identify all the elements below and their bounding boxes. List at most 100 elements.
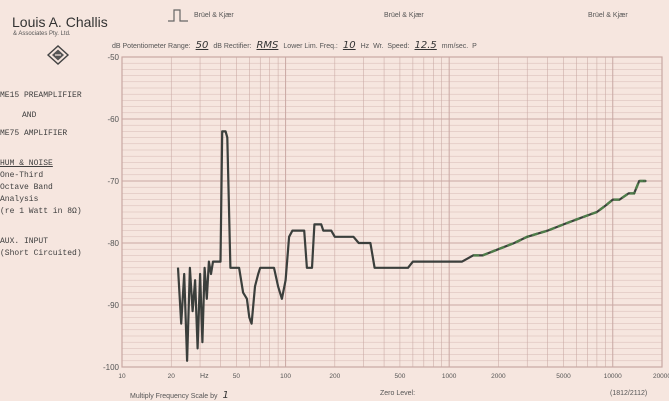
multiply-frequency-scale: Multiply Frequency Scale by 1 bbox=[130, 390, 234, 401]
data-point bbox=[294, 230, 297, 232]
data-point bbox=[322, 230, 324, 232]
data-point bbox=[399, 267, 401, 269]
data-point bbox=[242, 292, 244, 294]
data-point bbox=[214, 261, 216, 263]
data-point bbox=[481, 254, 484, 256]
data-point bbox=[277, 285, 279, 287]
brand-label-1: Brüel & Kjær bbox=[194, 12, 234, 19]
data-point bbox=[628, 192, 630, 194]
data-point bbox=[257, 273, 259, 275]
data-point bbox=[373, 267, 376, 269]
data-point bbox=[383, 267, 385, 269]
data-point bbox=[415, 261, 417, 263]
data-point bbox=[177, 267, 179, 269]
data-point bbox=[579, 217, 581, 219]
x-tick-label: 10 bbox=[118, 373, 126, 380]
company-logo-icon bbox=[46, 45, 70, 65]
data-point bbox=[212, 261, 214, 263]
wr-label: Wr. bbox=[373, 43, 384, 50]
data-point bbox=[194, 279, 196, 281]
data-point bbox=[291, 230, 293, 232]
data-point bbox=[358, 242, 360, 244]
data-point bbox=[210, 273, 212, 275]
data-point bbox=[316, 223, 318, 225]
x-axis-unit-label: Hz bbox=[200, 373, 209, 380]
y-tick-label: -70 bbox=[107, 177, 119, 186]
data-point bbox=[201, 341, 203, 343]
x-tick-label: 2000 bbox=[491, 373, 506, 380]
data-point bbox=[248, 316, 250, 318]
data-point bbox=[341, 236, 343, 238]
brand-label-3: Brüel & Kjær bbox=[588, 12, 628, 19]
data-point bbox=[297, 230, 300, 232]
data-point bbox=[320, 223, 322, 225]
data-point bbox=[251, 323, 253, 325]
data-point bbox=[643, 180, 645, 182]
data-point bbox=[204, 267, 206, 269]
data-point bbox=[235, 267, 237, 269]
data-point bbox=[324, 230, 326, 232]
data-point bbox=[259, 267, 261, 269]
data-point bbox=[618, 199, 621, 201]
data-point bbox=[412, 261, 414, 263]
data-point bbox=[262, 267, 264, 269]
data-point bbox=[363, 242, 365, 244]
y-tick-label: -90 bbox=[107, 301, 119, 310]
data-point bbox=[441, 261, 443, 263]
data-point bbox=[612, 199, 614, 201]
data-point bbox=[318, 223, 320, 225]
x-tick-label: 500 bbox=[394, 373, 405, 380]
zero-level-label: Zero Level: bbox=[380, 390, 416, 397]
data-point bbox=[423, 261, 425, 263]
data-point bbox=[273, 267, 275, 269]
chart-number: (1812/2112) bbox=[610, 390, 648, 397]
x-tick-label: 1000 bbox=[442, 373, 457, 380]
x-tick-label: 10000 bbox=[604, 373, 622, 380]
x-axis-ticks: 10 20 50 100 200 500 1000 2000 5000 10000 20000 bbox=[118, 373, 669, 380]
y-tick-label: -80 bbox=[107, 239, 119, 248]
data-point bbox=[208, 261, 210, 263]
data-point bbox=[596, 211, 598, 213]
data-point bbox=[238, 267, 240, 269]
data-point bbox=[513, 242, 515, 244]
x-tick-label: 20 bbox=[168, 373, 176, 380]
speed-value: 12.5 bbox=[414, 40, 437, 51]
rectifier-label: dB Rectifier: bbox=[213, 43, 252, 50]
x-tick-label: 50 bbox=[233, 373, 241, 380]
x-tick-label: 5000 bbox=[556, 373, 571, 380]
data-point bbox=[366, 242, 368, 244]
data-point bbox=[229, 267, 232, 269]
data-point bbox=[300, 230, 303, 232]
company-name: Louis A. Challis bbox=[12, 14, 108, 30]
y-tick-label: -50 bbox=[107, 53, 119, 62]
data-point bbox=[199, 273, 201, 275]
side-label-analysis: Analysis bbox=[0, 195, 39, 204]
data-point bbox=[497, 248, 500, 250]
side-label-octave-band: Octave Band bbox=[0, 183, 53, 192]
data-point bbox=[254, 285, 256, 287]
data-point bbox=[221, 130, 223, 132]
side-label-and: AND bbox=[22, 111, 37, 120]
bk-brand-icon bbox=[168, 9, 188, 22]
speed-label: Speed: bbox=[387, 43, 410, 50]
data-point bbox=[284, 279, 287, 281]
lower-freq-value: 10 bbox=[342, 40, 356, 51]
data-point bbox=[330, 230, 332, 232]
data-point bbox=[547, 230, 549, 232]
lower-freq-label: Lower Lim. Freq.: bbox=[283, 43, 338, 50]
data-point bbox=[448, 261, 450, 263]
multiply-value: 1 bbox=[222, 390, 229, 401]
data-point bbox=[246, 298, 248, 300]
x-tick-label: 100 bbox=[280, 373, 291, 380]
paper-speed-label: P bbox=[472, 43, 477, 50]
data-point bbox=[633, 192, 635, 194]
hz-label: Hz bbox=[360, 43, 370, 50]
rectifier-value: RMS bbox=[256, 40, 279, 51]
x-tick-label: 200 bbox=[329, 373, 340, 380]
data-point bbox=[402, 267, 404, 269]
speed-unit: mm/sec. bbox=[441, 43, 469, 50]
data-point bbox=[313, 223, 315, 225]
data-point bbox=[472, 254, 474, 256]
data-point bbox=[350, 236, 352, 238]
data-point bbox=[225, 130, 227, 132]
